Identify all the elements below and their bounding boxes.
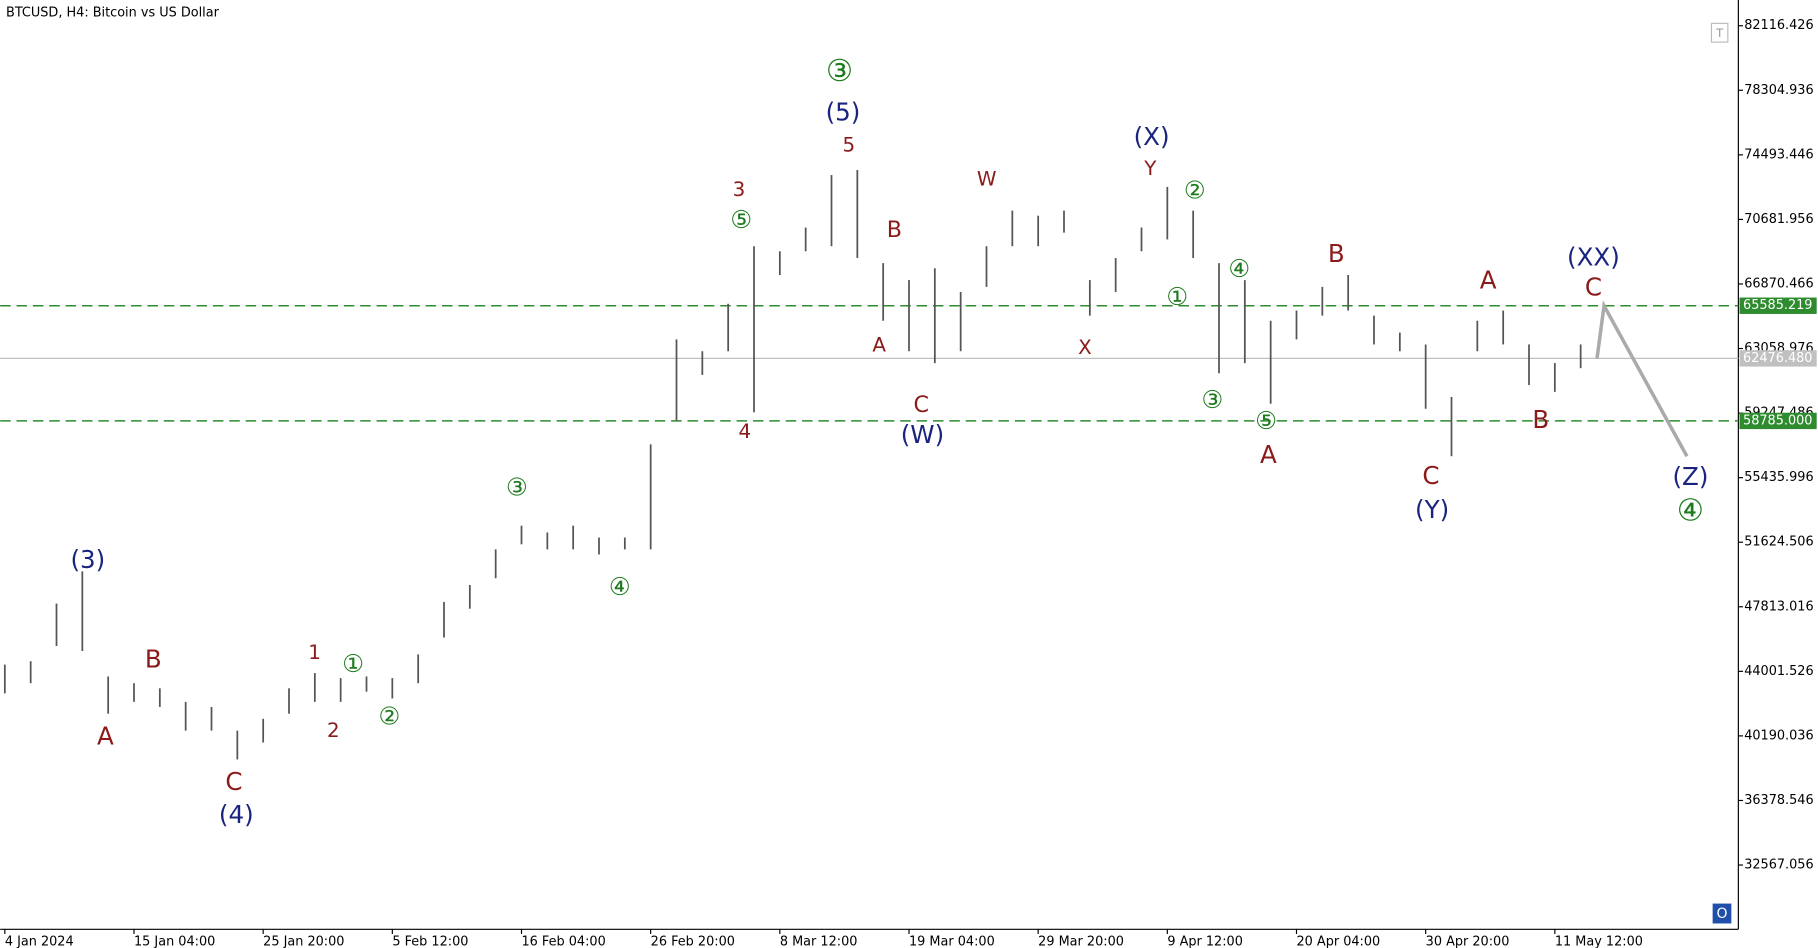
- wave-label: W: [977, 168, 997, 191]
- wave-label: A: [872, 334, 886, 357]
- wave-label: B: [145, 644, 162, 673]
- wave-label: B: [1532, 405, 1549, 434]
- icon: O: [1716, 906, 1727, 922]
- wave-label: C: [914, 392, 930, 418]
- y-tick-label: 44001.526: [1744, 664, 1813, 679]
- wave-label: (3): [70, 545, 105, 574]
- wave-label: 4: [738, 420, 751, 443]
- wave-label: ③: [506, 473, 528, 502]
- wave-label: 3: [733, 178, 746, 201]
- y-tick-label: 51624.506: [1744, 535, 1813, 550]
- icon-box: [1710, 22, 1729, 43]
- x-tick-label: 4 Jan 2024: [5, 935, 74, 948]
- y-tick-label: 70681.956: [1744, 212, 1813, 227]
- wave-label: ①: [1166, 282, 1188, 311]
- wave-label: A: [1260, 440, 1277, 469]
- y-tick-label: 36378.546: [1744, 793, 1813, 808]
- y-tick-label: 66870.466: [1744, 276, 1813, 291]
- wave-label: (5): [826, 97, 861, 126]
- icon: T: [1715, 26, 1724, 40]
- y-tick-label: 32567.056: [1744, 858, 1813, 873]
- wave-label: C: [225, 767, 242, 796]
- wave-label: ④: [609, 572, 631, 601]
- wave-label: 2: [327, 719, 340, 742]
- wave-label: (XX): [1567, 242, 1620, 271]
- wave-label: (Z): [1672, 462, 1708, 491]
- wave-label: (W): [901, 420, 944, 449]
- level-label: 58785.000: [1743, 413, 1812, 428]
- level-label-box: [1739, 297, 1817, 314]
- y-tick-label: 78304.936: [1744, 83, 1813, 98]
- wave-label: B: [1328, 239, 1345, 268]
- wave-label: ④: [1228, 254, 1250, 283]
- chart-title: BTCUSD, H4: Bitcoin vs US Dollar: [6, 5, 220, 20]
- level-label: 62476.480: [1743, 351, 1812, 366]
- wave-label: ②: [378, 702, 400, 731]
- x-tick-label: 29 Mar 20:00: [1038, 935, 1124, 948]
- x-tick-label: 9 Apr 12:00: [1167, 935, 1243, 948]
- level-label-box: [1739, 350, 1817, 367]
- wave-label: Y: [1143, 157, 1157, 180]
- icon-box: [1712, 903, 1732, 924]
- wave-label: ③: [1201, 385, 1223, 414]
- y-tick-label: 47813.016: [1744, 599, 1813, 614]
- x-tick-label: 20 Apr 04:00: [1296, 935, 1380, 948]
- wave-label: 1: [308, 641, 321, 664]
- level-label: 65585.219: [1743, 298, 1812, 313]
- wave-label: C: [1422, 461, 1439, 490]
- x-tick-label: 30 Apr 20:00: [1426, 935, 1510, 948]
- wave-label: B: [887, 217, 902, 243]
- wave-label: ④: [1677, 493, 1704, 528]
- wave-label: ⑤: [730, 205, 752, 234]
- y-tick-label: 40190.036: [1744, 728, 1813, 743]
- wave-label: A: [1480, 266, 1497, 295]
- y-tick-label: 74493.446: [1744, 147, 1813, 162]
- x-tick-label: 8 Mar 12:00: [780, 935, 858, 948]
- x-tick-label: 26 Feb 20:00: [651, 935, 735, 948]
- level-label-box: [1739, 412, 1817, 430]
- x-tick-label: 19 Mar 04:00: [909, 935, 995, 948]
- wave-label: 5: [842, 134, 855, 157]
- forecast-line: [1595, 300, 1689, 458]
- wave-label: (4): [219, 800, 254, 829]
- wave-label: X: [1078, 336, 1092, 359]
- x-tick-label: 15 Jan 04:00: [134, 935, 215, 948]
- wave-label: A: [97, 722, 114, 751]
- wave-label: C: [1585, 273, 1602, 302]
- wave-label: ⑤: [1255, 406, 1277, 435]
- wave-label: (Y): [1415, 495, 1449, 524]
- wave-label: (X): [1134, 122, 1170, 151]
- x-tick-label: 25 Jan 20:00: [263, 935, 344, 948]
- x-tick-label: 5 Feb 12:00: [392, 935, 468, 948]
- x-tick-label: 11 May 12:00: [1555, 935, 1643, 948]
- x-tick-label: 16 Feb 04:00: [522, 935, 606, 948]
- wave-label: ②: [1184, 176, 1206, 205]
- wave-label: ①: [342, 649, 364, 678]
- wave-label: ③: [826, 54, 853, 89]
- y-tick-label: 82116.426: [1744, 18, 1813, 33]
- y-tick-label: 55435.996: [1744, 470, 1813, 485]
